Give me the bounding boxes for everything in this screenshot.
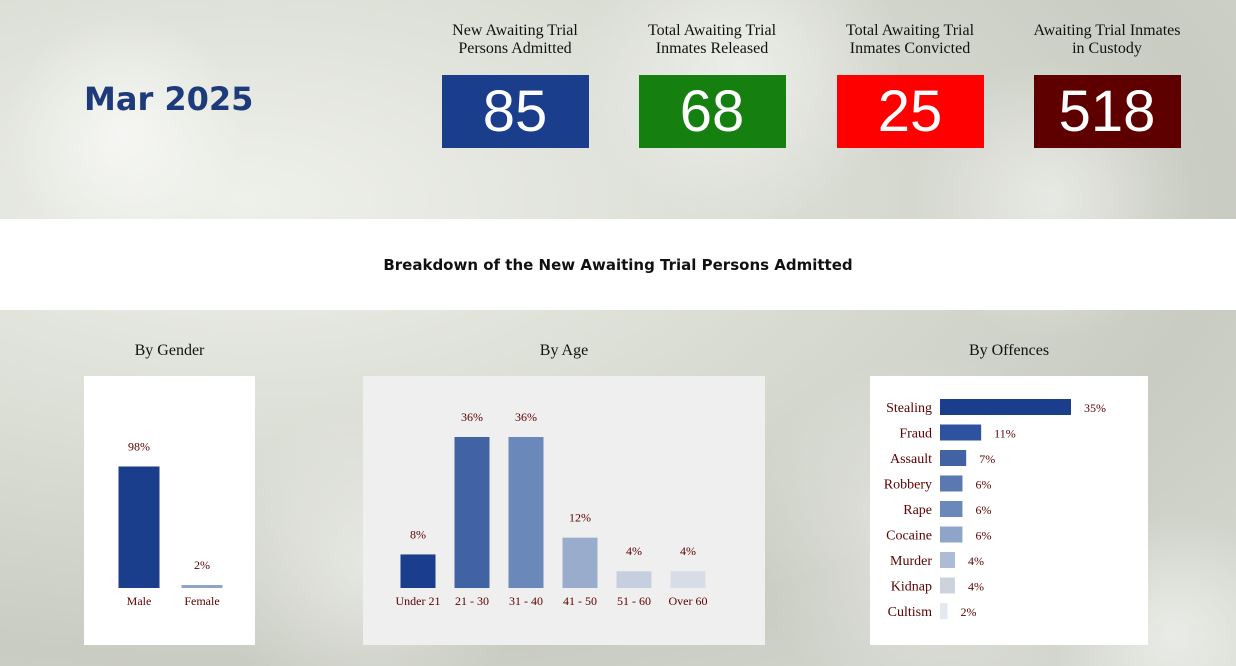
bar-cultism — [940, 603, 948, 619]
kpi-value-box: 518 — [1033, 75, 1181, 148]
bar-31-40 — [508, 437, 544, 588]
category-label: Murder — [890, 554, 932, 569]
bar-21-30 — [454, 437, 490, 588]
data-label: 98% — [128, 439, 150, 453]
bar-under-21 — [400, 554, 436, 588]
kpi-label-line1: Awaiting Trial Inmates — [1033, 22, 1181, 39]
kpi-label-line1: New Awaiting Trial — [452, 22, 578, 39]
month-label: Mar 2025 — [84, 80, 254, 118]
kpi-label: New Awaiting Trial Persons Admitted — [420, 22, 610, 58]
kpi-new-admitted: New Awaiting Trial Persons Admitted 85 — [420, 22, 610, 148]
data-label: 6% — [975, 503, 991, 517]
data-label: 7% — [979, 452, 995, 466]
category-label: Stealing — [886, 401, 932, 416]
chart-background — [870, 376, 1148, 645]
bar-over-60 — [670, 571, 706, 588]
age-chart: 8% Under 21 36% 21 - 30 36% 31 - 40 12% 41 - 50… — [363, 376, 765, 645]
kpi-label-line1: Total Awaiting Trial — [845, 22, 975, 39]
bar-assault — [940, 450, 967, 466]
section-title: Breakdown of the New Awaiting Trial Pers… — [383, 255, 853, 274]
data-label: 4% — [680, 544, 696, 558]
data-label: 4% — [626, 544, 642, 558]
data-label: 2% — [194, 558, 210, 572]
category-label: Kidnap — [891, 580, 932, 595]
category-label: 51 - 60 — [617, 594, 651, 608]
category-label: Over 60 — [669, 594, 708, 608]
bar-stealing — [940, 399, 1071, 415]
kpi-in-custody: Awaiting Trial Inmates in Custody 518 — [1012, 22, 1202, 148]
category-label: Fraud — [899, 427, 932, 442]
data-label: 36% — [461, 410, 483, 424]
data-label: 12% — [569, 511, 591, 525]
category-label: Cocaine — [886, 529, 932, 544]
chart-background — [363, 376, 765, 645]
bar-fraud — [940, 424, 982, 441]
kpi-label-line2: Inmates Released — [655, 40, 769, 57]
kpi-label-line2: in Custody — [1072, 40, 1142, 57]
kpi-label-line2: Inmates Convicted — [849, 40, 971, 57]
offence-title: By Offences — [968, 342, 1050, 359]
data-label: 35% — [1084, 401, 1106, 415]
data-label: 8% — [410, 527, 426, 541]
data-label: 4% — [968, 554, 984, 568]
category-label: 21 - 30 — [455, 594, 489, 608]
category-label: Rape — [903, 503, 932, 518]
bar-cocaine — [940, 526, 963, 543]
category-label: Cultism — [888, 605, 932, 620]
bar-murder — [940, 552, 955, 568]
kpi-label: Awaiting Trial Inmates in Custody — [1012, 22, 1202, 58]
bar-kidnap — [940, 577, 955, 594]
kpi-label: Total Awaiting Trial Inmates Released — [617, 22, 807, 58]
category-label: Under 21 — [396, 594, 441, 608]
kpi-label-line2: Persons Admitted — [458, 40, 572, 57]
gender-title: By Gender — [134, 342, 205, 359]
kpi-label-line1: Total Awaiting Trial — [647, 22, 777, 39]
category-label: 31 - 40 — [509, 594, 543, 608]
data-label: 11% — [994, 427, 1016, 441]
bar-male — [118, 466, 160, 588]
section-band: Breakdown of the New Awaiting Trial Pers… — [0, 219, 1236, 310]
kpi-value-box: 68 — [638, 75, 786, 148]
category-label: 41 - 50 — [563, 594, 597, 608]
bar-female — [181, 585, 223, 588]
kpi-convicted: Total Awaiting Trial Inmates Convicted 2… — [815, 22, 1005, 148]
data-label: 36% — [515, 410, 537, 424]
category-label: Male — [127, 594, 152, 608]
data-label: 2% — [960, 605, 976, 619]
kpi-value-box: 85 — [441, 75, 589, 148]
kpi-value-box: 25 — [836, 75, 984, 148]
bar-rape — [940, 501, 963, 517]
bar-51-60 — [616, 571, 652, 588]
kpi-label: Total Awaiting Trial Inmates Convicted — [815, 22, 1005, 58]
category-label: Assault — [890, 452, 932, 467]
chart-background — [84, 376, 255, 645]
bar-41-50 — [562, 537, 598, 588]
category-label: Robbery — [884, 478, 932, 493]
age-title: By Age — [539, 342, 589, 359]
bar-robbery — [940, 475, 963, 492]
kpi-released: Total Awaiting Trial Inmates Released 68 — [617, 22, 807, 148]
data-label: 6% — [975, 529, 991, 543]
offence-chart: Stealing 35% Fraud 11% Assault 7% Robbery 6% Rap… — [870, 376, 1148, 645]
data-label: 4% — [968, 580, 984, 594]
gender-chart: 98% Male 2% Female — [84, 376, 255, 645]
data-label: 6% — [975, 478, 991, 492]
category-label: Female — [184, 594, 219, 608]
